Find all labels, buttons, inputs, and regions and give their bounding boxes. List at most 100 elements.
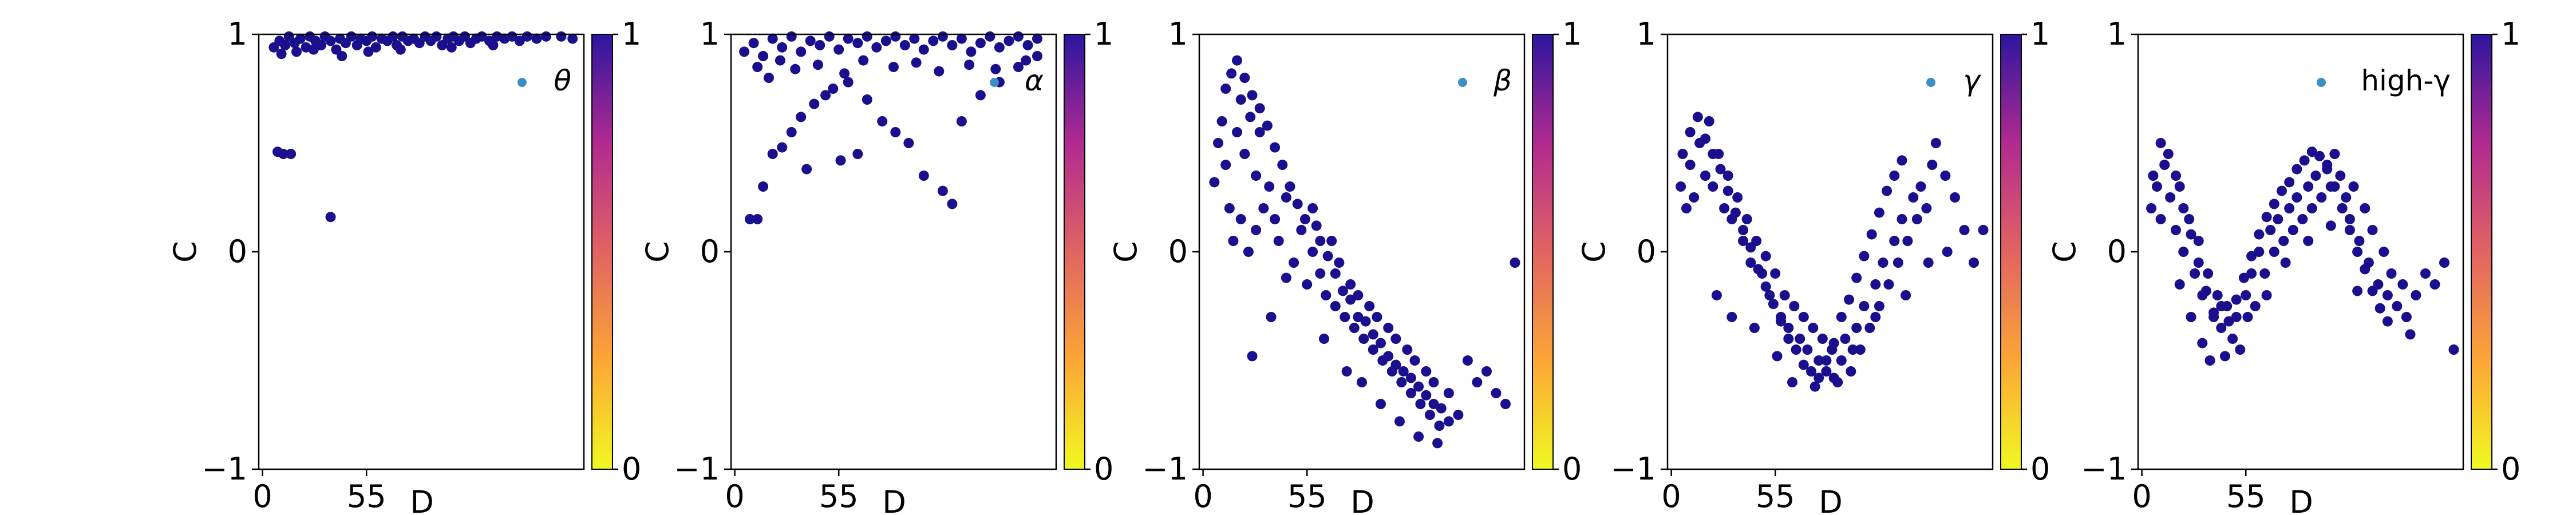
y-tick-label: −1 xyxy=(1610,451,1656,487)
data-point xyxy=(1789,301,1800,311)
data-point xyxy=(858,55,869,66)
legend-marker xyxy=(990,78,999,87)
data-point xyxy=(1776,316,1787,327)
data-point xyxy=(2382,290,2393,300)
data-point xyxy=(291,46,302,57)
data-point xyxy=(1732,192,1743,203)
data-point xyxy=(2360,203,2370,213)
data-point xyxy=(2382,316,2393,327)
data-point xyxy=(1969,258,1979,268)
data-point xyxy=(2374,303,2385,314)
axes-frame xyxy=(730,33,1057,470)
data-point xyxy=(1360,316,1371,327)
data-point xyxy=(1239,73,1250,83)
data-point xyxy=(1396,377,1407,387)
data-points xyxy=(268,31,578,223)
data-point xyxy=(2269,199,2279,209)
data-point xyxy=(1315,268,1326,279)
data-point xyxy=(2439,258,2449,268)
data-point xyxy=(2269,247,2279,257)
x-axis-label: D xyxy=(1819,484,1843,515)
colorbar-min-label: 0 xyxy=(622,451,641,487)
data-point xyxy=(1368,344,1378,355)
data-point xyxy=(1927,160,1938,170)
data-point xyxy=(739,46,750,57)
data-point xyxy=(2344,225,2355,235)
data-point xyxy=(1798,359,1809,370)
data-point xyxy=(1321,290,1332,300)
data-point xyxy=(871,42,882,53)
data-point xyxy=(975,90,986,101)
data-point xyxy=(541,31,551,42)
data-point xyxy=(1821,366,1832,377)
x-tick-label: 0 xyxy=(252,478,272,514)
data-point xyxy=(2379,247,2389,257)
legend-label: high-γ xyxy=(2361,64,2451,97)
data-point xyxy=(2254,247,2265,257)
data-point xyxy=(325,212,336,223)
data-point xyxy=(1394,416,1405,427)
data-point xyxy=(843,33,854,44)
y-tick-label: 0 xyxy=(1168,233,1188,270)
data-point xyxy=(2203,268,2214,279)
colorbar xyxy=(1064,34,1085,470)
data-point xyxy=(1893,258,1903,268)
data-point xyxy=(1768,299,1779,310)
data-point xyxy=(1285,181,1295,192)
data-point xyxy=(1424,410,1435,420)
data-point xyxy=(1398,366,1409,377)
data-point xyxy=(1802,344,1813,355)
data-point xyxy=(2329,149,2340,159)
data-point xyxy=(2448,344,2459,355)
data-point xyxy=(2259,268,2270,279)
data-point xyxy=(758,181,769,192)
data-point xyxy=(748,38,759,49)
data-point xyxy=(1345,294,1356,305)
data-point xyxy=(790,64,801,74)
data-point xyxy=(2146,203,2157,213)
data-point xyxy=(2411,290,2421,300)
data-point xyxy=(1432,438,1443,449)
data-point xyxy=(1491,388,1502,398)
data-point xyxy=(1003,35,1014,46)
data-point xyxy=(1814,355,1824,366)
data-point xyxy=(1798,312,1809,322)
data-point xyxy=(918,171,929,181)
data-point xyxy=(1770,268,1781,279)
data-point xyxy=(1692,112,1703,122)
data-point xyxy=(1032,51,1042,61)
data-point xyxy=(1722,185,1733,196)
data-point xyxy=(2174,181,2185,192)
data-point xyxy=(1258,203,1269,213)
data-point xyxy=(1372,312,1382,322)
y-tick-label: −1 xyxy=(2081,451,2127,487)
data-point xyxy=(567,33,578,44)
data-point xyxy=(1738,236,1749,246)
data-point xyxy=(2405,329,2416,340)
data-point xyxy=(2291,164,2302,175)
x-tick-label: 0 xyxy=(1661,478,1681,514)
data-point xyxy=(1689,192,1700,203)
data-point xyxy=(2284,177,2295,188)
y-tick-label: 1 xyxy=(700,16,720,52)
data-point xyxy=(852,149,863,159)
colorbar-max-label: 1 xyxy=(2030,16,2050,52)
data-point xyxy=(2354,236,2365,246)
data-point xyxy=(1311,220,1322,231)
data-point xyxy=(2200,286,2211,296)
data-point xyxy=(514,35,525,46)
data-point xyxy=(1828,338,1839,348)
data-point xyxy=(1889,171,1900,181)
data-point xyxy=(1402,344,1413,355)
data-point xyxy=(888,62,899,72)
data-point xyxy=(1434,421,1445,431)
data-point xyxy=(1942,247,1953,257)
data-point xyxy=(1883,279,1894,290)
data-point xyxy=(2352,247,2363,257)
data-point xyxy=(1232,55,1242,66)
data-point xyxy=(1358,334,1369,344)
y-tick-label: −1 xyxy=(202,451,247,487)
